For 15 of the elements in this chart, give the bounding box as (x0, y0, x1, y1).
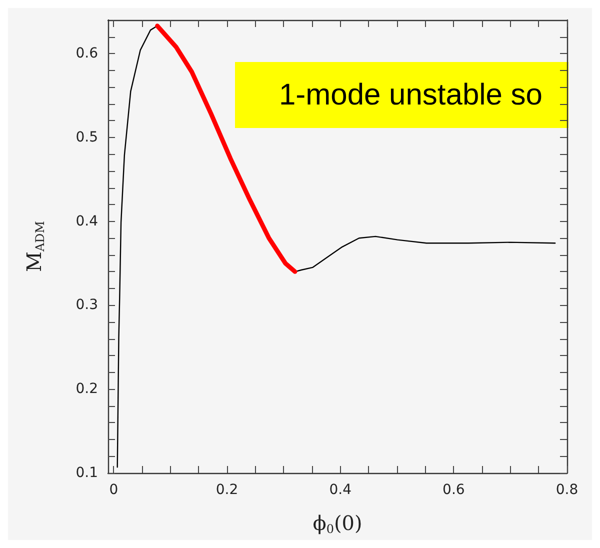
line-series (294, 236, 556, 272)
x-tick-label: 0.6 (442, 482, 465, 498)
x-tick-label: 0.2 (216, 482, 238, 498)
annotation: 1-mode unstable so (279, 78, 542, 112)
x-tick-label: 0 (109, 482, 118, 498)
line-series (116, 25, 158, 468)
y-tick-label: 0.1 (76, 465, 98, 481)
y-tick-label: 0.4 (76, 213, 98, 230)
y-tick-label: 0.3 (76, 297, 98, 314)
y-tick-label: 0.6 (76, 46, 98, 62)
x-tick-label: 0.8 (556, 482, 578, 498)
y-axis-title: MADM (22, 220, 47, 272)
y-tick-label: 0.5 (76, 129, 98, 146)
y-tick-label: 0.2 (76, 381, 98, 398)
x-tick-label: 0.4 (329, 482, 352, 498)
